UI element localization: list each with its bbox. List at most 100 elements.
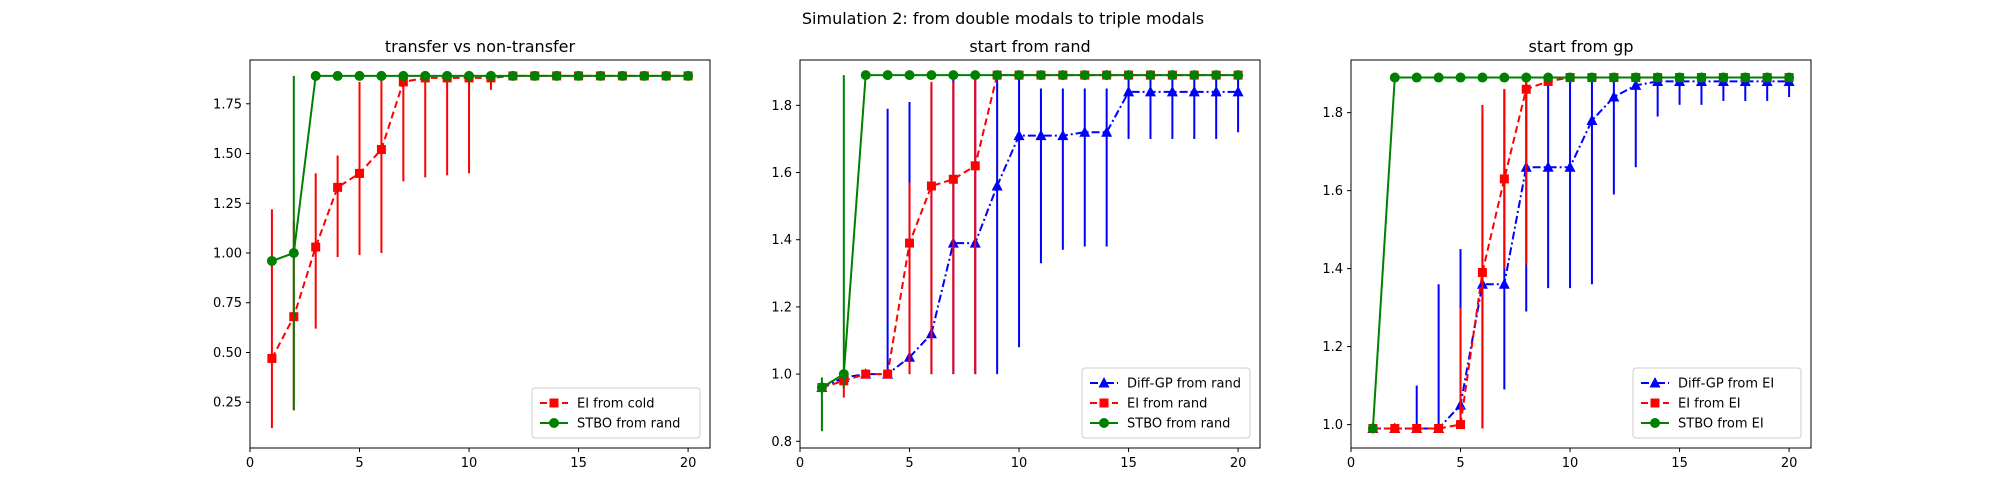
data-point [639, 70, 650, 81]
legend-item-ei-from-ei: EI from EI [1641, 397, 1741, 412]
x-tick-label: 20 [680, 456, 697, 471]
series-diff-gp-from-rand [816, 75, 1244, 393]
data-point [1456, 420, 1466, 430]
x-tick-label: 0 [796, 456, 804, 471]
data-point [311, 242, 321, 252]
x-tick-label: 15 [1120, 456, 1137, 471]
data-point [816, 382, 827, 393]
y-tick-label: 1.8 [771, 99, 792, 114]
legend-item-ei-from-cold: EI from cold [540, 397, 655, 412]
legend-marker [1099, 398, 1109, 408]
data-point [1188, 85, 1200, 97]
legend-label: EI from rand [1127, 397, 1207, 412]
data-point [1167, 70, 1178, 81]
legend-marker [549, 418, 559, 428]
x-tick-label: 15 [1671, 456, 1688, 471]
data-point [1608, 72, 1619, 83]
data-point [1521, 72, 1532, 83]
data-point [617, 70, 628, 81]
chart-panel-1: transfer vs non-transfer 0 5 10 15 20 0.25 0.50… [213, 37, 711, 471]
data-point [507, 70, 518, 81]
data-point [442, 70, 453, 81]
data-point [1412, 424, 1422, 434]
legend-marker [1650, 398, 1660, 408]
series-line [821, 74, 1239, 389]
series-ei-from-rand [817, 70, 1243, 398]
y-tick-label: 1.6 [771, 166, 792, 181]
legend-box [1632, 367, 1802, 439]
x-tick-label: 0 [246, 456, 254, 471]
x-tick-label: 10 [1562, 456, 1579, 471]
y-tick-label: 1.75 [213, 97, 242, 112]
legend-label: STBO from rand [577, 417, 680, 432]
data-point [1521, 84, 1531, 94]
data-point [1740, 72, 1751, 83]
data-point [288, 248, 299, 259]
legend: Diff-GP from rand EI from rand STBO from r… [1081, 367, 1251, 439]
chart-panel-2: start from rand 0 5 10 15 20 0.8 1.0 1.2 1.4 1.6 1.… [771, 37, 1261, 471]
legend-marker [1098, 377, 1110, 388]
data-point [1101, 126, 1113, 137]
y-tick-label: 0.25 [213, 396, 242, 411]
legend-marker [1099, 418, 1109, 428]
data-point [1144, 85, 1156, 97]
x-tick-label: 5 [355, 456, 363, 471]
legend-label: EI from cold [577, 397, 655, 412]
data-point [398, 77, 408, 87]
data-point [398, 70, 409, 81]
data-point [1014, 70, 1025, 81]
data-point [1123, 70, 1134, 81]
panel-title: start from rand [969, 37, 1090, 56]
data-point [420, 70, 431, 81]
data-point [1013, 129, 1025, 141]
series-line [821, 90, 1239, 389]
data-point [1433, 72, 1444, 83]
y-tick-label: 1.6 [1322, 184, 1343, 199]
data-point [1477, 268, 1487, 278]
y-tick-label: 1.25 [213, 197, 242, 212]
legend-item-diff-gp-from-ei: Diff-GP from EI [1641, 377, 1774, 392]
data-point [1630, 72, 1641, 83]
y-tick-label: 0.8 [771, 435, 792, 450]
data-point [904, 70, 915, 81]
data-point [1389, 72, 1400, 83]
data-point [1586, 114, 1598, 125]
legend-label: Diff-GP from rand [1127, 377, 1241, 392]
y-tick-label: 0.75 [213, 296, 242, 311]
data-point [1390, 424, 1400, 434]
y-tick-label: 1.50 [213, 147, 242, 162]
data-point [1211, 70, 1222, 81]
data-point [1498, 278, 1510, 289]
data-point [1035, 70, 1046, 81]
data-point [1652, 72, 1663, 83]
data-point [1586, 72, 1597, 83]
data-point [1455, 72, 1466, 83]
data-point [1123, 85, 1135, 97]
data-point [970, 161, 980, 171]
data-point [1674, 72, 1685, 83]
series-ei-from-cold [267, 71, 693, 429]
data-point [333, 182, 343, 192]
panel-title: transfer vs non-transfer [385, 37, 576, 56]
x-tick-label: 5 [905, 456, 913, 471]
x-tick-label: 15 [570, 456, 587, 471]
panel-title: start from gp [1529, 37, 1634, 56]
data-point [926, 70, 937, 81]
data-point [1762, 72, 1773, 83]
data-point [267, 353, 277, 363]
legend: Diff-GP from EI EI from EI STBO from EI [1632, 367, 1802, 439]
legend-label: Diff-GP from EI [1678, 377, 1774, 392]
y-tick-label: 0.50 [213, 346, 242, 361]
data-point [905, 238, 915, 248]
legend-label: STBO from rand [1127, 417, 1230, 432]
series-stbo-from-ei [1367, 72, 1795, 434]
chart-panel-3: start from gp 0 5 10 15 20 1.0 1.2 1.4 1.6 1.8 Diff… [1322, 37, 1812, 471]
plot-area [816, 70, 1244, 432]
data-point [1210, 85, 1222, 97]
data-point [992, 70, 1003, 81]
data-point [1166, 85, 1178, 97]
data-point [1542, 161, 1554, 172]
data-point [1565, 72, 1576, 83]
data-point [1079, 126, 1091, 137]
data-point [266, 255, 277, 266]
